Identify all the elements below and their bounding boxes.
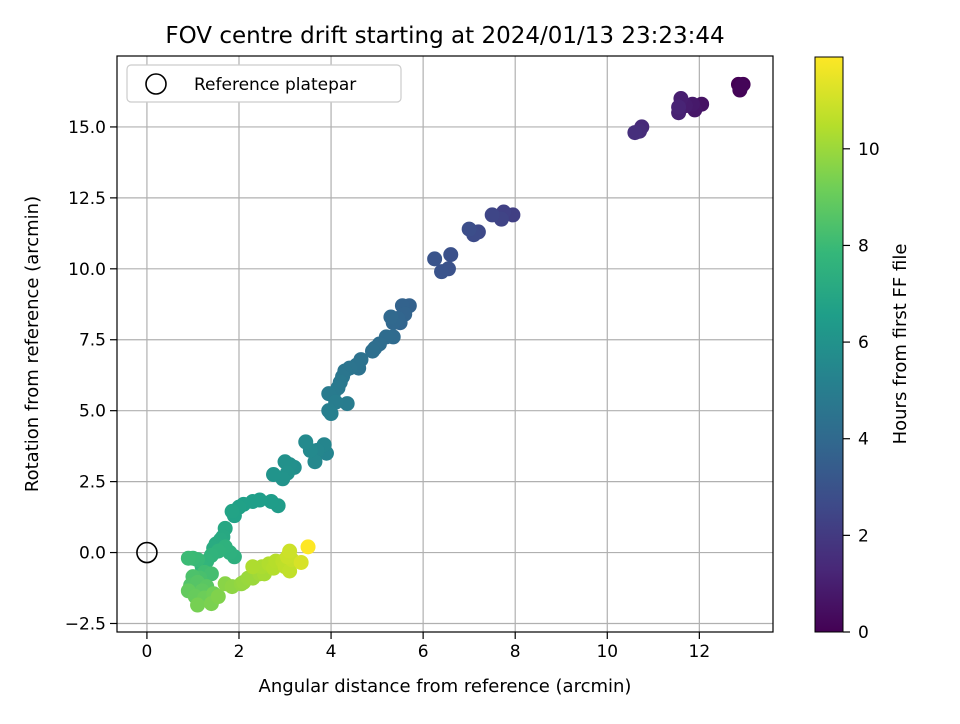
x-tick-label: 0: [142, 642, 153, 662]
colorbar-tick-label: 4: [858, 430, 869, 450]
scatter-point: [627, 125, 643, 141]
scatter-point: [323, 406, 339, 422]
scatter-point: [210, 589, 226, 605]
colorbar-tick-label: 6: [858, 333, 869, 353]
reference-platepar-marker: [136, 541, 158, 564]
y-axis-label: Rotation from reference (arcmin): [22, 196, 43, 492]
legend-box: [126, 64, 402, 103]
colorbar-tick-label: 0: [858, 623, 869, 643]
scatter-points: [180, 76, 751, 613]
x-tick-label: 6: [418, 642, 429, 662]
chart-title: FOV centre drift starting at 2024/01/13 …: [165, 23, 724, 49]
x-tick-label: 4: [326, 642, 337, 662]
x-tick-label: 8: [510, 642, 521, 662]
scatter-point: [734, 78, 750, 94]
scatter-point: [277, 454, 293, 470]
x-tick-label: 12: [689, 642, 711, 662]
colorbar-label: Hours from first FF file: [890, 244, 911, 445]
y-tick-label: 0.0: [79, 544, 106, 564]
scatter-point: [203, 566, 219, 582]
scatter-point: [263, 493, 279, 509]
colorbar: [814, 56, 844, 633]
x-tick-label: 10: [596, 642, 618, 662]
scatter-point: [282, 543, 298, 559]
y-tick-label: 15.0: [68, 118, 106, 138]
scatter-point: [434, 264, 450, 280]
scatter-point: [245, 559, 261, 575]
scatter-point: [266, 467, 282, 483]
y-tick-label: 5.0: [79, 402, 106, 422]
y-axis-ticks: −2.5 0.0 2.5 5.0 7.5 10.0 12.5 15.0: [65, 118, 117, 634]
legend-open-circle-icon: [145, 73, 167, 95]
scatter-point: [180, 550, 196, 566]
y-tick-label: 7.5: [79, 331, 106, 351]
scatter-point: [364, 343, 380, 359]
scatter-point: [293, 554, 309, 570]
x-tick-label: 2: [234, 642, 245, 662]
colorbar-ticks: 0 2 4 6 8 10: [843, 140, 880, 643]
plot-frame: [116, 55, 774, 633]
x-axis-label: Angular distance from reference (arcmin): [259, 676, 632, 697]
legend-entry-label: Reference platepar: [194, 75, 356, 95]
y-tick-label: −2.5: [65, 614, 106, 634]
scatter-point: [300, 539, 316, 555]
scatter-point: [298, 434, 314, 450]
y-tick-label: 12.5: [68, 189, 106, 209]
scatter-point: [224, 503, 240, 519]
scatter-point: [282, 563, 298, 579]
scatter-point: [307, 454, 323, 470]
scatter-point: [484, 207, 500, 223]
scatter-point: [671, 99, 687, 115]
y-tick-label: 2.5: [79, 473, 106, 493]
scatter-point: [190, 597, 206, 613]
colorbar-tick-label: 2: [858, 526, 869, 546]
scatter-point: [461, 221, 477, 237]
scatter-point: [383, 309, 399, 325]
scatter-point: [339, 396, 355, 412]
colorbar-tick-label: 10: [858, 140, 880, 160]
scatter-point: [427, 251, 443, 267]
scatter-point: [443, 247, 459, 263]
colorbar-tick-label: 8: [858, 236, 869, 256]
legend: Reference platepar: [126, 64, 402, 103]
y-tick-label: 10.0: [68, 260, 106, 280]
x-axis-ticks: 0 2 4 6 8 10 12: [142, 632, 711, 662]
